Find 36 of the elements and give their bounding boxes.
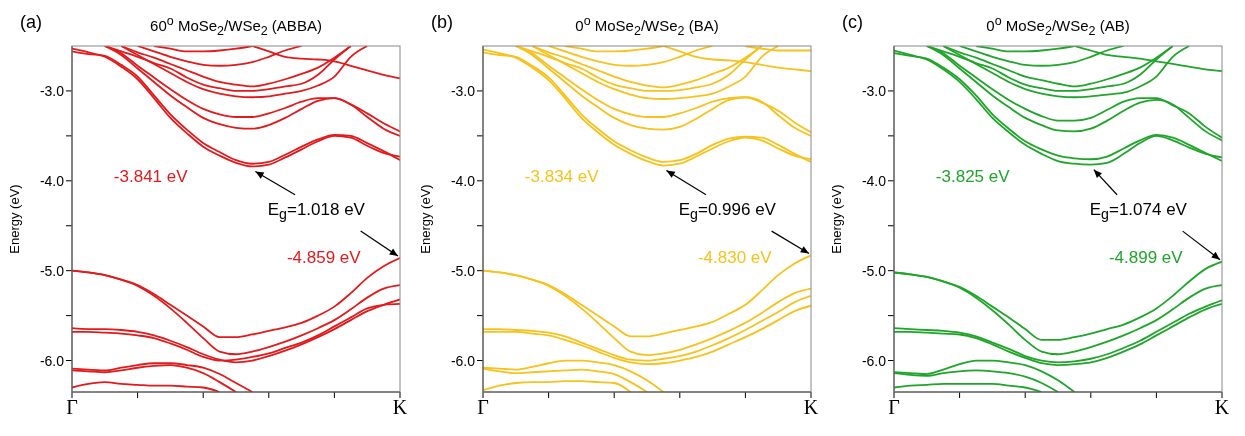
annotation: E$_{g}$=1.018 eV	[266, 199, 366, 223]
y-tick-label: -4.0	[861, 172, 887, 189]
annotation: E$_{g}$=1.074 eV	[1088, 199, 1188, 223]
y-tick-label: -6.0	[861, 352, 887, 369]
chart-title: 0$^{o}$ MoSe$_{2}$/WSe$_{2}$ (AB)	[985, 14, 1131, 38]
y-tick-label: -5.0	[39, 262, 65, 279]
y-tick-label: -6.0	[39, 352, 65, 369]
x-tick-label: Γ	[477, 396, 489, 419]
y-axis-title: Energy (eV)	[6, 184, 22, 254]
y-tick-label: -4.0	[39, 172, 65, 189]
y-tick-label: -5.0	[861, 262, 887, 279]
y-axis-title: Energy (eV)	[417, 184, 433, 254]
annotation: -4.830 eV	[696, 248, 772, 269]
x-tick-label: Γ	[888, 396, 900, 419]
annotation: -3.825 eV	[934, 167, 1011, 188]
annotation: -3.834 eV	[523, 167, 600, 188]
y-tick-label: -3.0	[450, 82, 476, 99]
y-tick-label: -3.0	[39, 82, 65, 99]
text: (c)	[842, 12, 863, 33]
chart-title: 0$^{o}$ MoSe$_{2}$/WSe$_{2}$ (BA)	[574, 14, 720, 38]
annotation: E$_{g}$=0.996 eV	[677, 199, 777, 223]
chart-title: 60$^{o}$ MoSe$_{2}$/WSe$_{2}$ (ABBA)	[149, 14, 323, 38]
y-tick-label: -3.0	[861, 82, 887, 99]
x-tick-label: Γ	[66, 396, 78, 419]
annotation: -3.841 eV	[112, 167, 189, 188]
x-tick-label: K	[392, 396, 408, 419]
y-tick-label: -5.0	[450, 262, 476, 279]
text: (b)	[431, 12, 453, 33]
annotation: -4.859 eV	[285, 248, 361, 269]
y-axis-title: Energy (eV)	[828, 184, 844, 254]
y-tick-label: -4.0	[450, 172, 476, 189]
annotation: -4.899 eV	[1107, 248, 1183, 269]
x-tick-label: K	[803, 396, 819, 419]
x-tick-label: K	[1214, 396, 1230, 419]
text: (a)	[20, 12, 42, 33]
y-tick-label: -6.0	[450, 352, 476, 369]
